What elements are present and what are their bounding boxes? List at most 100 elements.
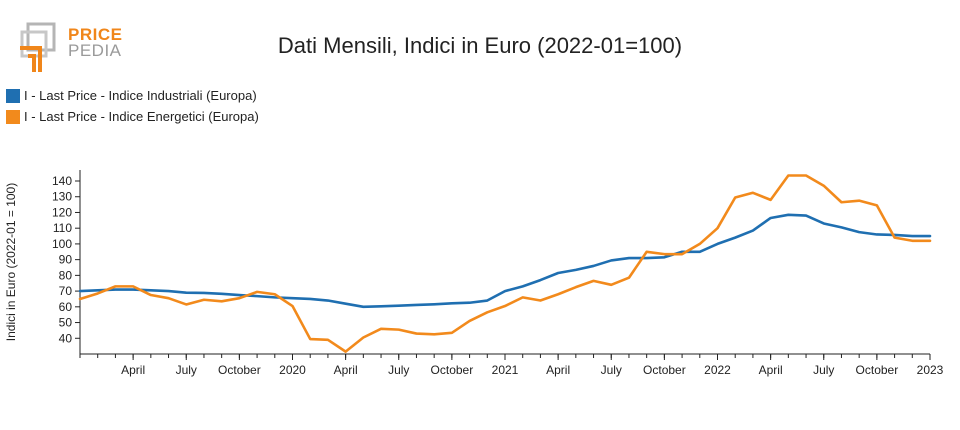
data-point-industrial[interactable] — [219, 291, 225, 297]
data-point-industrial[interactable] — [77, 288, 83, 294]
y-tick-label: 140 — [52, 174, 72, 188]
data-point-industrial[interactable] — [431, 301, 437, 307]
data-point-industrial[interactable] — [290, 295, 296, 301]
data-point-energy[interactable] — [644, 249, 650, 255]
data-point-industrial[interactable] — [732, 235, 738, 241]
data-point-energy[interactable] — [77, 296, 83, 302]
data-point-industrial[interactable] — [307, 296, 313, 302]
data-point-industrial[interactable] — [325, 298, 331, 304]
data-point-industrial[interactable] — [360, 304, 366, 310]
data-point-energy[interactable] — [874, 202, 880, 208]
data-point-energy[interactable] — [661, 251, 667, 257]
data-point-industrial[interactable] — [449, 300, 455, 306]
data-point-energy[interactable] — [537, 298, 543, 304]
data-point-industrial[interactable] — [768, 215, 774, 221]
data-point-energy[interactable] — [130, 283, 136, 289]
data-point-industrial[interactable] — [821, 220, 827, 226]
data-point-industrial[interactable] — [697, 249, 703, 255]
data-point-energy[interactable] — [520, 294, 526, 300]
data-point-energy[interactable] — [608, 282, 614, 288]
legend-label-energy: I - Last Price - Indice Energetici (Euro… — [24, 109, 259, 124]
data-point-energy[interactable] — [378, 326, 384, 332]
data-point-energy[interactable] — [750, 190, 756, 196]
y-tick-label: 90 — [59, 253, 73, 267]
data-point-energy[interactable] — [254, 289, 260, 295]
data-point-energy[interactable] — [626, 275, 632, 281]
data-point-industrial[interactable] — [785, 212, 791, 218]
data-point-industrial[interactable] — [555, 270, 561, 276]
data-point-industrial[interactable] — [715, 241, 721, 247]
data-point-industrial[interactable] — [378, 303, 384, 309]
data-point-industrial[interactable] — [838, 224, 844, 230]
data-point-energy[interactable] — [431, 331, 437, 337]
data-point-energy[interactable] — [591, 278, 597, 284]
data-point-energy[interactable] — [467, 318, 473, 324]
y-tick-label: 50 — [59, 316, 73, 330]
data-point-energy[interactable] — [166, 295, 172, 301]
data-point-energy[interactable] — [290, 303, 296, 309]
data-point-energy[interactable] — [679, 251, 685, 257]
y-tick-label: 100 — [52, 237, 72, 251]
data-point-energy[interactable] — [573, 284, 579, 290]
data-point-energy[interactable] — [715, 225, 721, 231]
data-point-industrial[interactable] — [608, 257, 614, 263]
series-line-industrial[interactable] — [78, 213, 932, 309]
data-point-energy[interactable] — [307, 336, 313, 342]
data-point-energy[interactable] — [838, 199, 844, 205]
data-point-industrial[interactable] — [573, 267, 579, 273]
x-axis: April July October 2020 April July October 2021… — [79, 353, 944, 377]
data-point-energy[interactable] — [112, 283, 118, 289]
data-point-industrial[interactable] — [591, 263, 597, 269]
data-point-energy[interactable] — [325, 337, 331, 343]
data-point-energy[interactable] — [148, 292, 154, 298]
data-point-energy[interactable] — [732, 195, 738, 201]
data-point-industrial[interactable] — [520, 283, 526, 289]
data-point-energy[interactable] — [95, 290, 101, 296]
data-point-energy[interactable] — [768, 197, 774, 203]
x-tick-label: July — [176, 363, 197, 377]
data-point-industrial[interactable] — [484, 298, 490, 304]
data-point-energy[interactable] — [502, 303, 508, 309]
data-point-energy[interactable] — [484, 309, 490, 315]
data-point-energy[interactable] — [360, 334, 366, 340]
data-point-industrial[interactable] — [183, 290, 189, 296]
pricepedia-logo: PRICE PEDIA — [18, 22, 128, 74]
data-point-industrial[interactable] — [201, 290, 207, 296]
data-point-energy[interactable] — [909, 238, 915, 244]
data-point-energy[interactable] — [201, 297, 207, 303]
data-point-industrial[interactable] — [803, 213, 809, 219]
data-point-energy[interactable] — [183, 301, 189, 307]
data-point-energy[interactable] — [413, 331, 419, 337]
data-point-energy[interactable] — [892, 235, 898, 241]
data-point-energy[interactable] — [219, 298, 225, 304]
data-point-energy[interactable] — [785, 173, 791, 179]
data-point-industrial[interactable] — [343, 301, 349, 307]
data-point-energy[interactable] — [927, 238, 933, 244]
legend-item-industrial[interactable]: I - Last Price - Indice Industriali (Eur… — [6, 85, 259, 106]
data-point-energy[interactable] — [449, 330, 455, 336]
data-point-industrial[interactable] — [856, 229, 862, 235]
series-line-energy[interactable] — [78, 174, 932, 353]
data-point-energy[interactable] — [236, 295, 242, 301]
data-point-industrial[interactable] — [396, 303, 402, 309]
legend-item-energy[interactable]: I - Last Price - Indice Energetici (Euro… — [6, 106, 259, 127]
data-point-energy[interactable] — [697, 241, 703, 247]
x-tick-label: October — [856, 363, 899, 377]
logo-mark-icon — [20, 22, 56, 72]
data-point-energy[interactable] — [272, 291, 278, 297]
data-point-industrial[interactable] — [626, 255, 632, 261]
data-point-industrial[interactable] — [502, 288, 508, 294]
data-point-energy[interactable] — [821, 183, 827, 189]
data-point-industrial[interactable] — [467, 300, 473, 306]
data-point-industrial[interactable] — [750, 228, 756, 234]
data-point-energy[interactable] — [856, 198, 862, 204]
data-point-energy[interactable] — [803, 173, 809, 179]
data-point-energy[interactable] — [555, 291, 561, 297]
data-point-energy[interactable] — [343, 349, 349, 355]
data-point-industrial[interactable] — [537, 277, 543, 283]
data-point-industrial[interactable] — [874, 231, 880, 237]
data-point-industrial[interactable] — [413, 302, 419, 308]
data-point-energy[interactable] — [396, 327, 402, 333]
data-point-industrial[interactable] — [166, 288, 172, 294]
